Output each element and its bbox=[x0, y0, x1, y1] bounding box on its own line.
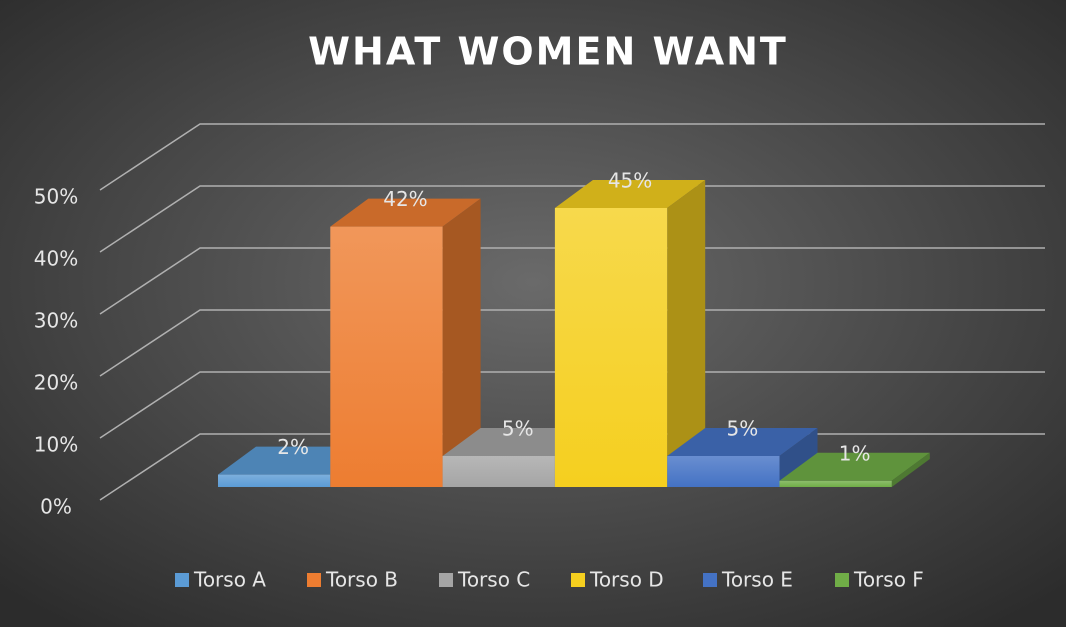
bar bbox=[330, 198, 481, 487]
legend-label: Torso E bbox=[721, 568, 793, 592]
bar-top bbox=[667, 428, 818, 456]
bar-front bbox=[667, 456, 780, 487]
data-label: 5% bbox=[726, 417, 758, 441]
bar-top bbox=[330, 198, 481, 227]
bar-top bbox=[554, 180, 706, 208]
data-label: 5% bbox=[502, 417, 534, 441]
data-label: 2% bbox=[277, 435, 309, 459]
grid-line bbox=[99, 185, 1045, 253]
legend-label: Torso F bbox=[853, 568, 924, 592]
bar-side bbox=[891, 452, 930, 487]
bar-front bbox=[442, 456, 555, 487]
bar-side bbox=[667, 180, 706, 487]
legend-label: Torso C bbox=[457, 568, 530, 592]
bar-side bbox=[442, 198, 481, 487]
data-label: 45% bbox=[608, 169, 652, 193]
grid-line bbox=[99, 247, 1045, 315]
y-tick-label: 50% bbox=[34, 185, 78, 209]
y-tick-label: 40% bbox=[34, 247, 78, 271]
data-label: 42% bbox=[383, 187, 427, 211]
grid-line bbox=[99, 309, 1045, 377]
bar-front bbox=[779, 480, 892, 487]
bar bbox=[667, 428, 818, 487]
bar-front bbox=[218, 474, 331, 487]
legend-label: Torso A bbox=[193, 568, 266, 592]
bar-front bbox=[330, 226, 443, 487]
y-tick-label: 10% bbox=[34, 433, 78, 457]
y-tick-label: 30% bbox=[34, 309, 78, 333]
legend-swatch bbox=[439, 573, 453, 587]
y-tick-label: 20% bbox=[34, 371, 78, 395]
grid-line bbox=[99, 123, 1045, 191]
grid-line bbox=[99, 371, 1045, 439]
bar-front bbox=[554, 208, 668, 487]
bar-top bbox=[779, 452, 930, 481]
legend-label: Torso D bbox=[589, 568, 664, 592]
legend-swatch bbox=[175, 573, 189, 587]
legend-swatch bbox=[703, 573, 717, 587]
legend-swatch bbox=[571, 573, 585, 587]
bar bbox=[779, 452, 930, 487]
chart-title: WHAT WOMEN WANT bbox=[308, 30, 788, 74]
bar-side bbox=[779, 428, 818, 487]
bar bbox=[554, 180, 706, 487]
y-tick-label: 0% bbox=[40, 495, 72, 519]
legend-swatch bbox=[835, 573, 849, 587]
legend-label: Torso B bbox=[325, 568, 398, 592]
data-label: 1% bbox=[839, 441, 871, 465]
legend-swatch bbox=[307, 573, 321, 587]
